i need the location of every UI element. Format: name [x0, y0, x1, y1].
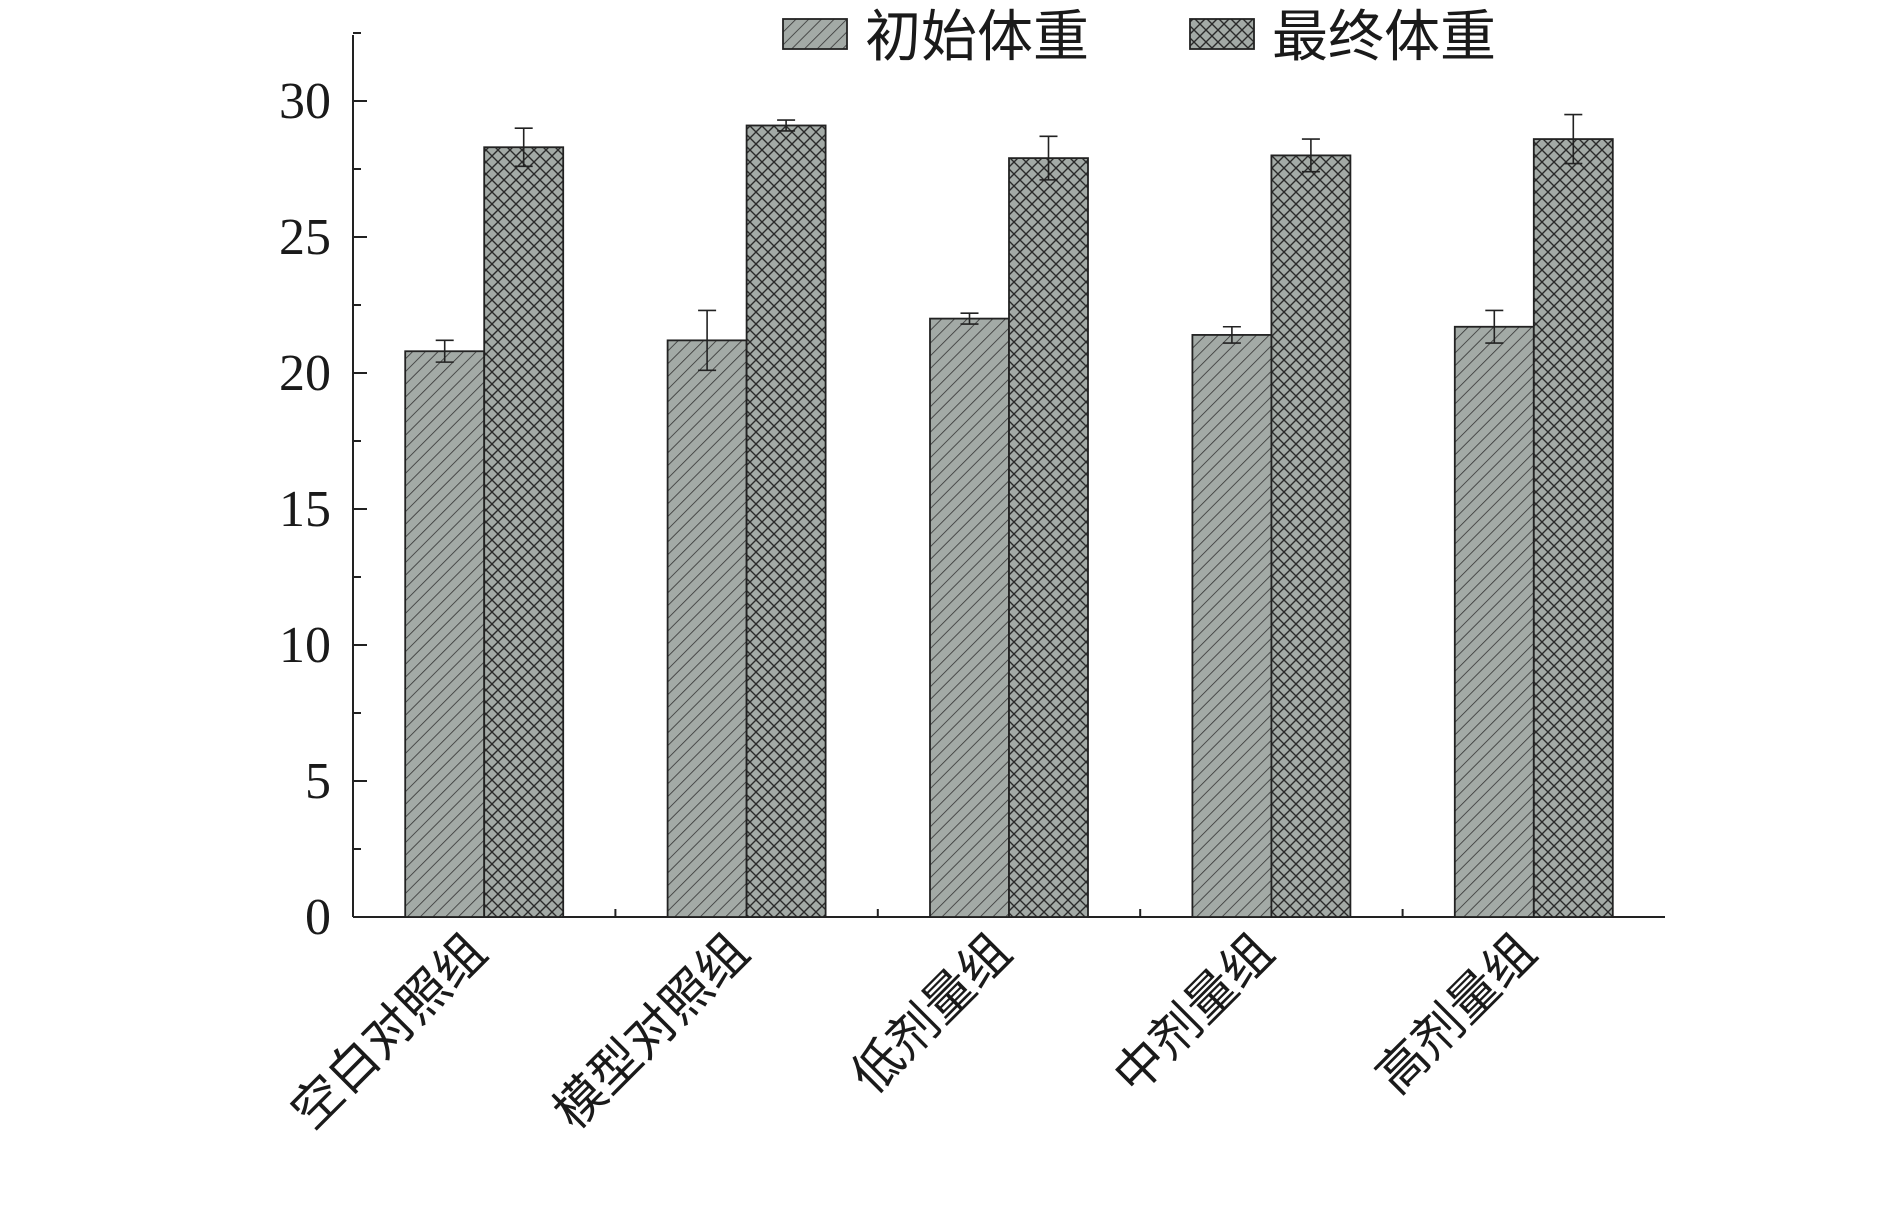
- y-tick-label: 0: [305, 889, 331, 946]
- bar-final-weight: [1532, 138, 1614, 918]
- x-tick-label: 空白对照组: [280, 922, 498, 1140]
- y-tick-label: 10: [279, 617, 331, 674]
- bar-initial-weight: [1453, 325, 1535, 918]
- legend-swatch-final: [1189, 18, 1255, 50]
- y-tick-label: 15: [279, 481, 331, 538]
- error-bars: [435, 113, 1583, 372]
- bar-initial-weight: [404, 350, 486, 918]
- bars: [404, 124, 1614, 918]
- y-tick-label: 30: [279, 73, 331, 130]
- bar-initial-weight: [1191, 334, 1273, 918]
- legend: 初始体重 最终体重: [782, 5, 1496, 70]
- legend-swatch-initial: [782, 18, 848, 50]
- category-labels: 空白对照组 模型对照组 低剂量组 中剂量组 高剂量组: [280, 922, 1547, 1140]
- bar-final-weight: [1008, 157, 1089, 918]
- legend-label-initial: 初始体重: [865, 5, 1089, 70]
- bar-final-weight: [1270, 154, 1352, 918]
- bar-final-weight: [483, 146, 565, 918]
- x-tick-label: 中剂量组: [1102, 922, 1284, 1104]
- bar-initial-weight: [666, 339, 748, 918]
- bar-initial-weight: [929, 317, 1010, 918]
- x-tick-label: 模型对照组: [542, 922, 760, 1140]
- axes: 0 5 10 15 20 25 30: [279, 32, 1665, 946]
- legend-label-final: 最终体重: [1272, 5, 1496, 70]
- x-tick-label: 高剂量组: [1365, 922, 1547, 1104]
- y-tick-label: 25: [279, 209, 331, 266]
- y-tick-label: 5: [305, 753, 331, 810]
- bar-final-weight: [745, 124, 827, 918]
- x-tick-label: 低剂量组: [840, 922, 1022, 1104]
- y-tick-label: 20: [279, 345, 331, 402]
